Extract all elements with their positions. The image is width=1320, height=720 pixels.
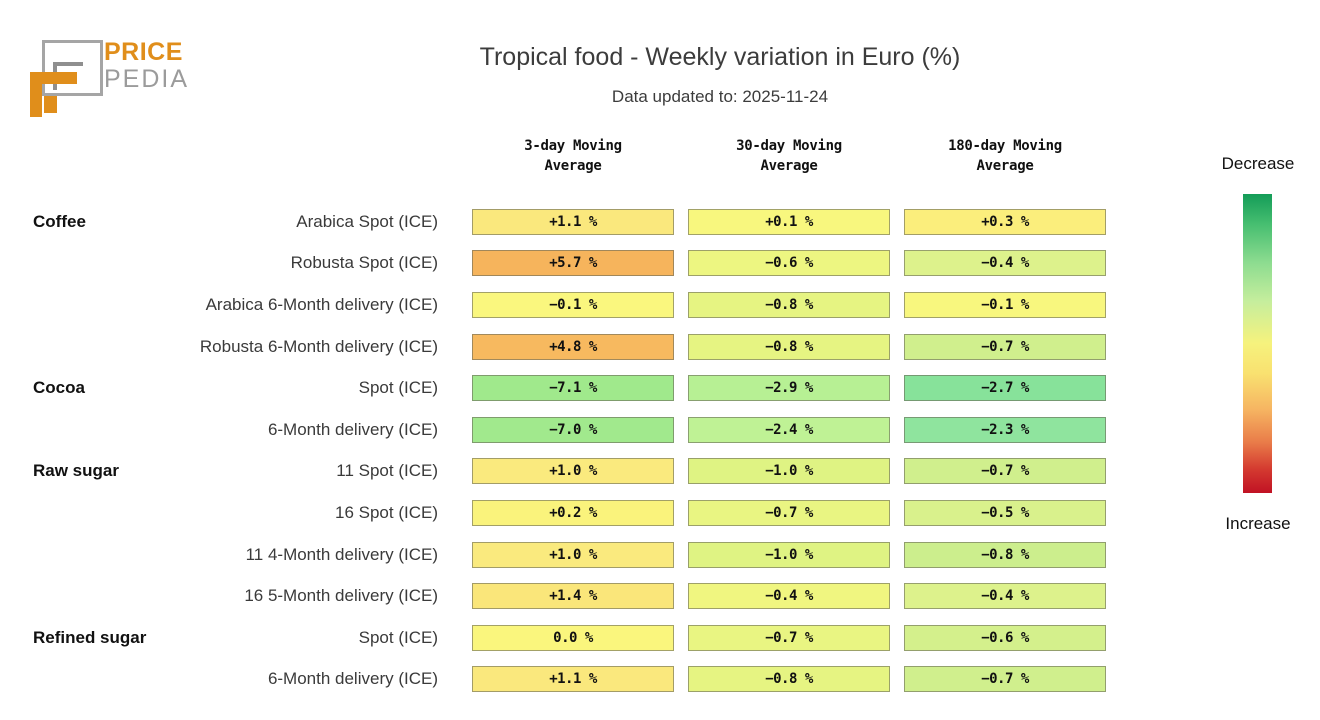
- row-label: Robusta 6-Month delivery (ICE): [199, 336, 438, 356]
- heatmap-cell: −0.4 %: [688, 583, 890, 610]
- table-row: 6-Month delivery (ICE) −7.0 % −2.4 % −2.3 %: [0, 409, 1120, 451]
- logo-wordmark: PRICE PEDIA: [104, 40, 189, 92]
- table-row: Coffee Arabica Spot (ICE) +1.1 % +0.1 % +0.3…: [0, 201, 1120, 243]
- table-row: Raw sugar 11 Spot (ICE) +1.0 % −1.0 % −0.7 %: [0, 451, 1120, 493]
- data-updated-subtitle: Data updated to: 2025-11-24: [611, 87, 829, 106]
- heatmap-cell: −0.7 %: [904, 666, 1106, 693]
- heatmap-cell: −1.0 %: [688, 541, 890, 568]
- heatmap-cell: −0.4 %: [904, 583, 1106, 610]
- heatmap-cell: −0.6 %: [904, 624, 1106, 651]
- column-header-3day: 3-day Moving Average: [472, 136, 674, 176]
- heatmap-cell: −1.0 %: [688, 458, 890, 485]
- heatmap-cell: −2.7 %: [904, 375, 1106, 402]
- column-header-line: Average: [760, 158, 818, 174]
- heatmap-cell: +1.1 %: [472, 666, 674, 693]
- heatmap-cell: −0.7 %: [688, 624, 890, 651]
- column-header-line: 30-day Moving: [736, 138, 842, 154]
- column-header-line: 3-day Moving: [524, 138, 622, 154]
- row-label: 16 5-Month delivery (ICE): [244, 586, 438, 606]
- heatmap-cell: −2.3 %: [904, 416, 1106, 443]
- table-row: 6-Month delivery (ICE) +1.1 % −0.8 % −0.7 %: [0, 659, 1120, 701]
- column-header-line: 180-day Moving: [948, 138, 1062, 154]
- heatmap-cell: −0.8 %: [688, 333, 890, 360]
- logo-square-icon: [42, 40, 103, 96]
- heatmap-cell: −0.4 %: [904, 250, 1106, 277]
- heatmap-cell: +1.4 %: [472, 583, 674, 610]
- row-group-label: Raw sugar: [33, 461, 119, 481]
- table-row: Robusta 6-Month delivery (ICE) +4.8 % −0.8…: [0, 326, 1120, 368]
- table-row: Robusta Spot (ICE) +5.7 % −0.6 % −0.4 %: [0, 243, 1120, 285]
- heatmap-rows: Coffee Arabica Spot (ICE) +1.1 % +0.1 % +0.3…: [0, 201, 1120, 700]
- row-label: Spot (ICE): [358, 627, 438, 647]
- row-group-label: Coffee: [33, 211, 86, 231]
- table-row: 11 4-Month delivery (ICE) +1.0 % −1.0 % −0.…: [0, 534, 1120, 576]
- logo-orange-tab-icon: [44, 96, 57, 113]
- heatmap-cell: −0.7 %: [904, 458, 1106, 485]
- row-group-label: Refined sugar: [33, 627, 147, 647]
- row-label: Spot (ICE): [358, 378, 438, 398]
- heatmap-cell: −7.1 %: [472, 375, 674, 402]
- row-label: 16 Spot (ICE): [335, 502, 438, 522]
- table-row: 16 Spot (ICE) +0.2 % −0.7 % −0.5 %: [0, 492, 1120, 534]
- heatmap-cell: 0.0 %: [472, 624, 674, 651]
- heatmap-cell: +1.0 %: [472, 541, 674, 568]
- table-row: Cocoa Spot (ICE) −7.1 % −2.9 % −2.7 %: [0, 367, 1120, 409]
- table-row: Arabica 6-Month delivery (ICE) −0.1 % −0.8…: [0, 284, 1120, 326]
- heatmap-cell: +5.7 %: [472, 250, 674, 277]
- heatmap-cell: −0.6 %: [688, 250, 890, 277]
- row-label: 11 4-Month delivery (ICE): [245, 544, 438, 564]
- legend-colorbar: [1243, 194, 1272, 493]
- heatmap-cell: −0.7 %: [904, 333, 1106, 360]
- heatmap-cell: −0.8 %: [688, 666, 890, 693]
- logo-text-price: PRICE: [104, 38, 183, 66]
- heatmap-cell: −0.1 %: [472, 291, 674, 318]
- heatmap-cell: +0.3 %: [904, 208, 1106, 235]
- heatmap-cell: +0.2 %: [472, 499, 674, 526]
- logo-text-pedia: PEDIA: [104, 65, 190, 93]
- row-label: Robusta Spot (ICE): [290, 253, 438, 273]
- table-row: 16 5-Month delivery (ICE) +1.4 % −0.4 % −0.…: [0, 575, 1120, 617]
- row-label: Arabica Spot (ICE): [296, 211, 438, 231]
- heatmap-cell: −0.5 %: [904, 499, 1106, 526]
- logo-orange-bracket-icon: [30, 72, 77, 117]
- page-title: Tropical food - Weekly variation in Euro…: [479, 43, 961, 71]
- table-row: Refined sugar Spot (ICE) 0.0 % −0.7 % −0.6 %: [0, 617, 1120, 659]
- pricepedia-logo: PRICE PEDIA: [30, 34, 230, 118]
- row-label: 6-Month delivery (ICE): [267, 419, 438, 439]
- heatmap-cell: +4.8 %: [472, 333, 674, 360]
- column-header-30day: 30-day Moving Average: [688, 136, 890, 176]
- column-header-line: Average: [544, 158, 602, 174]
- heatmap-cell: −0.8 %: [688, 291, 890, 318]
- heatmap-cell: −2.4 %: [688, 416, 890, 443]
- heatmap-cell: +0.1 %: [688, 208, 890, 235]
- heatmap-cell: −7.0 %: [472, 416, 674, 443]
- row-group-label: Cocoa: [33, 378, 85, 398]
- heatmap-cell: +1.1 %: [472, 208, 674, 235]
- legend-decrease-label: Decrease: [1221, 154, 1295, 173]
- column-header-180day: 180-day Moving Average: [904, 136, 1106, 176]
- heatmap-cell: −0.8 %: [904, 541, 1106, 568]
- row-label: 6-Month delivery (ICE): [267, 669, 438, 689]
- heatmap-cell: +1.0 %: [472, 458, 674, 485]
- heatmap-cell: −0.1 %: [904, 291, 1106, 318]
- legend-increase-label: Increase: [1225, 514, 1291, 533]
- row-label: Arabica 6-Month delivery (ICE): [205, 294, 438, 314]
- heatmap-cell: −2.9 %: [688, 375, 890, 402]
- row-label: 11 Spot (ICE): [336, 461, 438, 481]
- column-header-line: Average: [976, 158, 1034, 174]
- heatmap-cell: −0.7 %: [688, 499, 890, 526]
